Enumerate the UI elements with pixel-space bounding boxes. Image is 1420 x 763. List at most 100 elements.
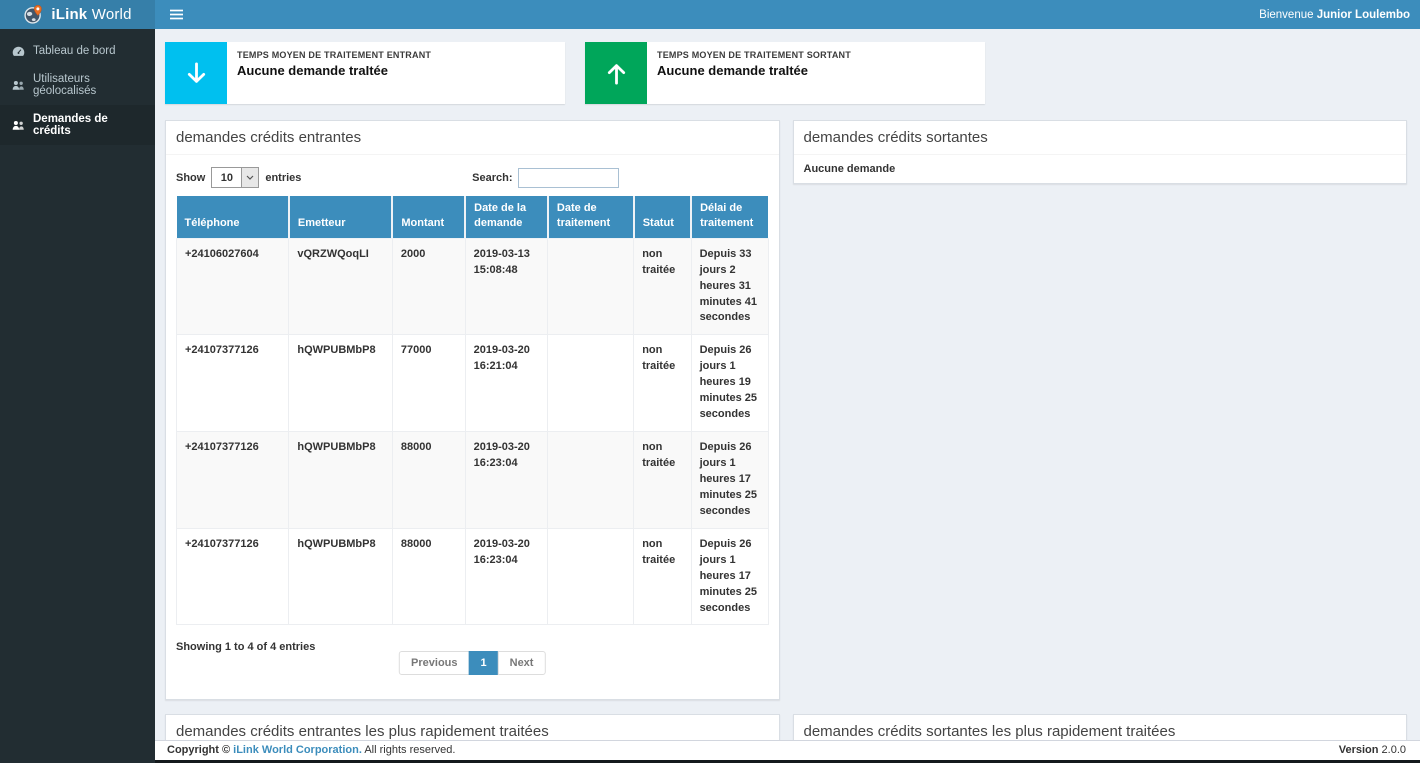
cell-montant: 77000 xyxy=(391,334,466,433)
table-row: +24106027604 vQRZWQoqLI 2000 2019-03-13 … xyxy=(175,237,769,336)
welcome-user-name: Junior Loulembo xyxy=(1316,8,1410,21)
cell-emetteur: hQWPUBMbP8 xyxy=(288,527,393,626)
version-text: Version 2.0.0 xyxy=(1339,744,1406,756)
brand-light: World xyxy=(91,6,132,23)
globe-pin-icon xyxy=(23,4,44,25)
cell-date-demande: 2019-03-13 15:08:48 xyxy=(464,237,549,336)
cell-statut: non traitée xyxy=(633,237,692,336)
panel-entrantes-rapidement: demandes crédits entrantes les plus rapi… xyxy=(165,714,780,743)
brand-bold: iLink xyxy=(51,6,88,23)
cell-date-traitement xyxy=(547,431,635,529)
users-icon xyxy=(11,80,25,91)
sidebar-toggle-button[interactable] xyxy=(155,0,198,29)
column-header-date-demande[interactable]: Date de la demande xyxy=(464,196,548,239)
copyright-prefix: Copyright © xyxy=(167,744,234,756)
window-bottom-edge xyxy=(0,760,1420,763)
top-navbar: Bienvenue Junior Loulembo xyxy=(155,0,1420,29)
panel-sortantes-rapidement: demandes crédits sortantes les plus rapi… xyxy=(792,714,1407,743)
next-page-button[interactable]: Next xyxy=(497,651,546,676)
datatable-footer: Showing 1 to 4 of 4 entries Previous 1 N… xyxy=(166,625,779,699)
welcome-message: Bienvenue Junior Loulembo xyxy=(1259,9,1420,21)
cell-delai: Depuis 33 jours 2 heures 31 minutes 41 s… xyxy=(690,237,769,336)
company-link[interactable]: iLink World Corporation. xyxy=(233,744,362,756)
cell-telephone: +24106027604 xyxy=(175,237,290,336)
arrow-down-icon xyxy=(165,42,227,104)
panel-title: demandes crédits entrantes xyxy=(166,121,779,155)
cell-delai: Depuis 26 jours 1 heures 19 minutes 25 s… xyxy=(690,334,769,433)
menu-icon xyxy=(170,9,183,20)
welcome-prefix: Bienvenue xyxy=(1259,8,1314,21)
demandes-entrantes-table: Téléphone Emetteur Montant Date de la de… xyxy=(175,196,769,626)
entries-label: entries xyxy=(265,171,302,184)
cell-telephone: +24107377126 xyxy=(175,334,290,433)
cell-emetteur: hQWPUBMbP8 xyxy=(288,334,393,433)
table-row: +24107377126 hQWPUBMbP8 88000 2019-03-20… xyxy=(175,431,769,529)
column-header-statut[interactable]: Statut xyxy=(632,196,692,239)
cell-date-traitement xyxy=(547,237,635,336)
page-length-select[interactable]: 10 xyxy=(211,167,260,188)
sidebar-item-demandes-de-credits[interactable]: Demandes de crédits xyxy=(0,105,155,145)
panel-title: demandes crédits sortantes les plus rapi… xyxy=(794,715,1407,743)
arrow-up-icon xyxy=(585,42,647,104)
main-panels-row: demandes crédits entrantes Show 10 entri… xyxy=(165,120,1407,701)
cell-emetteur: vQRZWQoqLI xyxy=(288,237,393,336)
version-value: 2.0.0 xyxy=(1381,744,1406,756)
sidebar-item-label: Utilisateurs géolocalisés xyxy=(33,73,97,97)
sidebar-item-tableau-de-bord[interactable]: Tableau de bord xyxy=(0,37,155,65)
users-icon xyxy=(11,120,25,131)
sidebar-item-utilisateurs-geolocalises[interactable]: Utilisateurs géolocalisés xyxy=(0,65,155,105)
search-input[interactable] xyxy=(517,167,619,188)
main-header: iLink World Bienvenue Junior Loulembo xyxy=(0,0,1420,29)
info-box-sortant: TEMPS MOYEN DE TRAITEMENT SORTANT Aucune… xyxy=(585,42,985,104)
column-header-telephone[interactable]: Téléphone xyxy=(176,196,289,239)
content-area: TEMPS MOYEN DE TRAITEMENT ENTRANT Aucune… xyxy=(155,29,1420,743)
info-box-entrant: TEMPS MOYEN DE TRAITEMENT ENTRANT Aucune… xyxy=(165,42,565,104)
panel-title: demandes crédits sortantes xyxy=(793,121,1406,155)
cell-montant: 88000 xyxy=(391,431,466,529)
column-header-delai[interactable]: Délai de traitement xyxy=(690,196,768,239)
cell-montant: 2000 xyxy=(391,237,466,336)
table-header-row: Téléphone Emetteur Montant Date de la de… xyxy=(176,196,768,239)
column-header-emetteur[interactable]: Emetteur xyxy=(287,196,393,239)
copyright-suffix: All rights reserved. xyxy=(361,744,456,756)
search-label: Search: xyxy=(472,171,513,184)
bottom-panels-row-1: demandes crédits entrantes les plus rapi… xyxy=(165,714,1407,743)
cell-statut: non traitée xyxy=(633,334,692,433)
sidebar-item-label: Demandes de crédits xyxy=(33,113,108,137)
search-control: Search: xyxy=(472,167,619,188)
copyright-text: Copyright © iLink World Corporation. All… xyxy=(167,744,455,756)
table-row: +24107377126 hQWPUBMbP8 77000 2019-03-20… xyxy=(175,334,769,433)
info-box-row: TEMPS MOYEN DE TRAITEMENT ENTRANT Aucune… xyxy=(165,42,1407,104)
column-header-date-traitement[interactable]: Date de traitement xyxy=(546,196,634,239)
previous-page-button[interactable]: Previous xyxy=(399,651,470,676)
table-row: +24107377126 hQWPUBMbP8 88000 2019-03-20… xyxy=(175,527,769,626)
chevron-down-icon xyxy=(241,168,259,187)
panel-title: demandes crédits entrantes les plus rapi… xyxy=(166,715,779,743)
cell-date-demande: 2019-03-20 16:23:04 xyxy=(464,431,549,529)
cell-date-demande: 2019-03-20 16:21:04 xyxy=(464,334,549,433)
cell-delai: Depuis 26 jours 1 heures 17 minutes 25 s… xyxy=(690,527,769,626)
column-header-montant[interactable]: Montant xyxy=(391,196,466,239)
page-1-button[interactable]: 1 xyxy=(468,651,499,676)
main-footer: Copyright © iLink World Corporation. All… xyxy=(155,740,1420,760)
cell-telephone: +24107377126 xyxy=(175,527,290,626)
brand-logo[interactable]: iLink World xyxy=(0,0,155,29)
showing-entries-info: Showing 1 to 4 of 4 entries xyxy=(176,641,316,654)
cell-statut: non traitée xyxy=(633,527,692,626)
dashboard-icon xyxy=(11,46,25,57)
info-box-title: TEMPS MOYEN DE TRAITEMENT SORTANT xyxy=(657,50,851,60)
page-length-value: 10 xyxy=(220,171,233,184)
show-label: Show xyxy=(176,171,206,184)
cell-delai: Depuis 26 jours 1 heures 17 minutes 25 s… xyxy=(690,431,769,529)
panel-demandes-credits-entrantes: demandes crédits entrantes Show 10 entri… xyxy=(165,120,780,701)
empty-message: Aucune demande xyxy=(803,163,896,175)
cell-telephone: +24107377126 xyxy=(175,431,290,529)
info-box-title: TEMPS MOYEN DE TRAITEMENT ENTRANT xyxy=(237,50,432,60)
cell-emetteur: hQWPUBMbP8 xyxy=(288,431,393,529)
cell-statut: non traitée xyxy=(633,431,692,529)
cell-date-traitement xyxy=(547,334,635,433)
version-label: Version xyxy=(1338,744,1379,756)
datatable-controls: Show 10 entries Search: xyxy=(166,155,779,196)
cell-date-demande: 2019-03-20 16:23:04 xyxy=(464,527,549,626)
sidebar: Tableau de bord Utilisateurs géolocalisé… xyxy=(0,29,155,763)
